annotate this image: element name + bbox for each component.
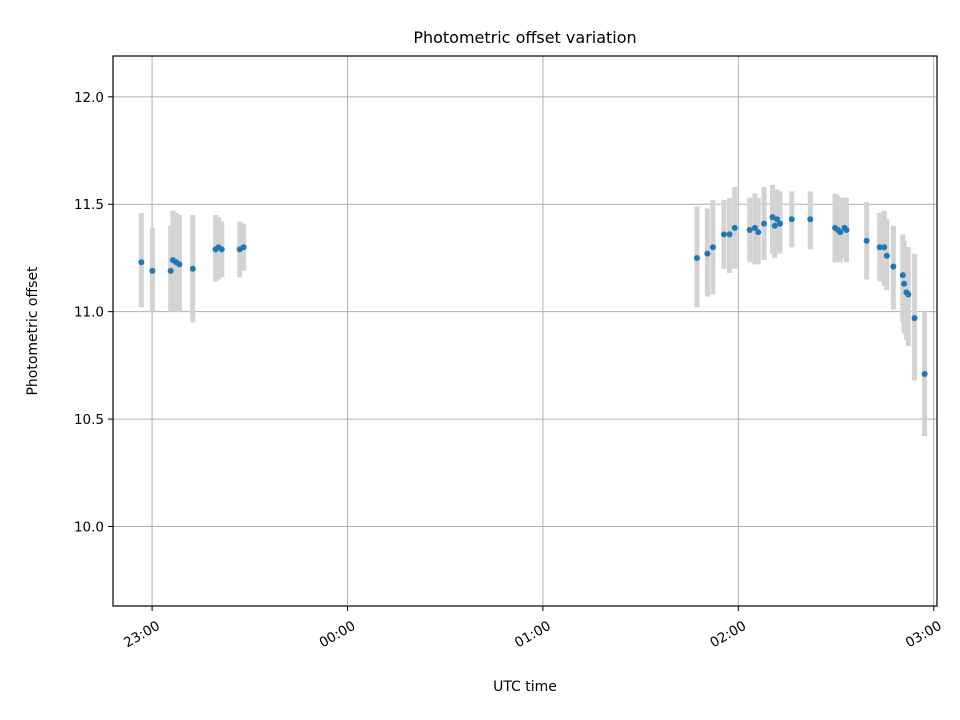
- data-point-10: [176, 261, 183, 268]
- data-point-39: [876, 244, 883, 251]
- data-point-37: [843, 227, 850, 234]
- data-point-16: [240, 244, 247, 251]
- data-point-23: [746, 227, 753, 234]
- y-tick-label-0: 10.0: [74, 520, 104, 536]
- data-point-32: [807, 216, 814, 223]
- data-point-25: [755, 229, 762, 236]
- data-point-22: [731, 224, 738, 231]
- y-tick-label-2: 11.0: [74, 305, 104, 321]
- data-point-21: [726, 231, 733, 238]
- data-point-35: [837, 229, 844, 236]
- data-point-42: [890, 263, 897, 270]
- data-point-17: [693, 254, 700, 261]
- data-point-46: [905, 291, 912, 298]
- data-point-30: [777, 220, 784, 227]
- data-point-29: [774, 216, 781, 223]
- data-point-40: [881, 244, 888, 251]
- data-point-38: [863, 237, 870, 244]
- data-point-24: [751, 224, 758, 231]
- y-tick-label-1: 10.5: [74, 412, 104, 428]
- data-point-28: [771, 222, 778, 229]
- x-axis-label: UTC time: [493, 679, 557, 695]
- data-point-44: [901, 280, 908, 287]
- data-point-26: [761, 220, 768, 227]
- data-point-43: [899, 272, 906, 279]
- data-point-48: [921, 370, 928, 377]
- y-axis-label: Photometric offset: [25, 266, 41, 396]
- data-point-41: [883, 252, 890, 259]
- y-tick-label-3: 11.5: [74, 197, 104, 213]
- data-point-6: [149, 267, 156, 274]
- plot-frame: [112, 55, 938, 607]
- data-point-5: [138, 259, 145, 266]
- data-point-11: [189, 265, 196, 272]
- data-point-47: [911, 315, 918, 322]
- grid: [113, 56, 937, 606]
- y-axis: 10.0 10.5 11.0 11.5 12.0: [74, 90, 113, 536]
- data-point-14: [218, 246, 225, 253]
- data-point-20: [720, 231, 727, 238]
- data-point-7: [167, 267, 174, 274]
- data-point-19: [709, 244, 716, 251]
- data-point-27: [769, 214, 776, 221]
- data-point-31: [788, 216, 795, 223]
- chart-title: Photometric offset variation: [413, 28, 636, 47]
- data-points: [138, 214, 928, 377]
- y-tick-label-4: 12.0: [74, 90, 104, 106]
- data-point-18: [704, 250, 711, 257]
